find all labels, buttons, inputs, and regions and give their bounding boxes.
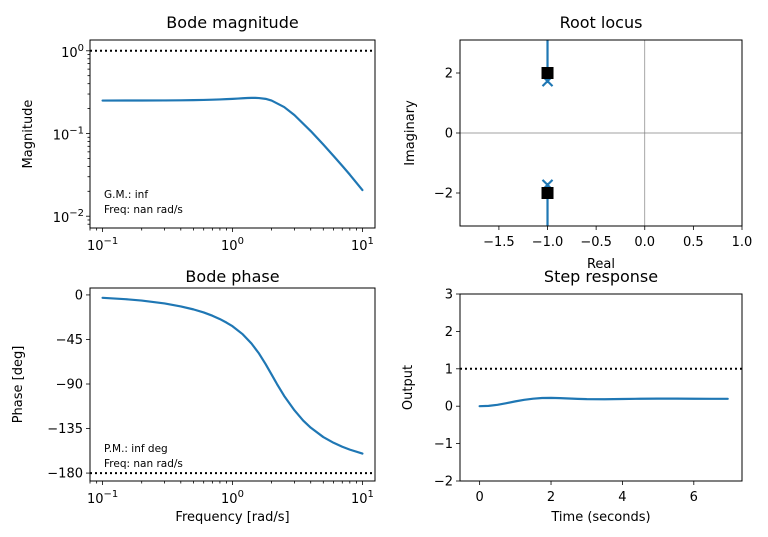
y-tick-label: 1	[445, 362, 453, 377]
tick-exponent: 0	[238, 489, 244, 500]
bode-phase-title: Bode phase	[185, 267, 279, 286]
tick-exponent: 1	[367, 236, 373, 247]
y-tick-label: −2	[434, 475, 453, 490]
x-tick-label: 101	[351, 236, 374, 254]
bode-phase-series-line	[101, 296, 364, 455]
x-tick-label: 100	[221, 489, 244, 507]
tick-base: 10	[351, 239, 368, 254]
root-locus-plot-area	[460, 40, 742, 226]
x-tick-label: −0.5	[580, 235, 612, 250]
bode-mag-series-line	[101, 96, 364, 192]
tick-exponent: −1	[69, 125, 84, 136]
tick-exponent: −1	[103, 489, 118, 500]
root-locus-panel: Root locus −1.5 −1.0 −0.5 0.0 0.5 1.0 2 0 −2 Real I…	[403, 13, 752, 272]
y-tick-label: −180	[47, 467, 83, 482]
bode-phase-annotation: Freq: nan rad/s	[104, 458, 183, 470]
y-tick-label: 2	[445, 67, 453, 82]
y-tick-label: −1	[434, 437, 453, 452]
x-tick-label: 10−1	[87, 236, 118, 254]
y-tick-label: −90	[56, 378, 83, 393]
bode-mag-annotation: G.M.: inf	[104, 189, 148, 201]
x-tick-label: 100	[221, 236, 244, 254]
step-response-panel: Step response 0 2 4 6 3 2 1 0 −1 −2 Time (seconds) O…	[401, 267, 743, 525]
tick-exponent: −1	[103, 236, 118, 247]
tick-base: 10	[221, 492, 238, 507]
bode-mag-plot-area	[90, 49, 375, 192]
x-tick-label: 0.5	[683, 235, 704, 250]
tick-exponent: 0	[238, 236, 244, 247]
x-tick-label: 4	[618, 490, 626, 505]
y-tick-label: −135	[47, 422, 83, 437]
x-tick-label: 10−1	[87, 489, 118, 507]
bode-phase-annotation: P.M.: inf deg	[104, 443, 168, 455]
y-tick-label: 0	[75, 288, 83, 303]
root-locus-y-axis-label: Imaginary	[403, 100, 418, 166]
bode-phase-plot-area	[90, 296, 375, 475]
bode-phase-x-axis-label: Frequency [rad/s]	[175, 510, 289, 525]
tick-base: 10	[87, 239, 104, 254]
x-tick-label: 101	[351, 489, 374, 507]
x-tick-label: −1.0	[532, 235, 564, 250]
tick-base: 10	[61, 46, 78, 61]
tick-exponent: 1	[367, 489, 373, 500]
tick-base: 10	[53, 211, 70, 226]
root-locus-title: Root locus	[560, 13, 643, 32]
y-tick-label: 100	[61, 43, 84, 61]
x-tick-label: 0	[475, 490, 483, 505]
bode-phase-y-axis-label: Phase [deg]	[11, 346, 26, 424]
bode-mag-y-axis-label: Magnitude	[21, 100, 36, 169]
tick-exponent: −2	[69, 208, 84, 219]
step-response-y-axis-label: Output	[401, 365, 416, 410]
x-tick-label: 2	[547, 490, 555, 505]
x-tick-label: 0.0	[634, 235, 655, 250]
y-tick-label: −2	[434, 187, 453, 202]
tick-base: 10	[351, 492, 368, 507]
step-response-title: Step response	[544, 267, 658, 286]
root-locus-x-axis-label: Real	[587, 257, 615, 272]
y-tick-label: 0	[445, 127, 453, 142]
y-tick-label: 0	[445, 400, 453, 415]
tick-base: 10	[221, 239, 238, 254]
y-tick-label: 3	[445, 288, 453, 303]
bode-mag-title: Bode magnitude	[166, 13, 298, 32]
tick-base: 10	[53, 128, 70, 143]
bode-mag-annotation: Freq: nan rad/s	[104, 204, 183, 216]
y-tick-label: −45	[56, 333, 83, 348]
tick-base: 10	[87, 492, 104, 507]
x-tick-label: 6	[690, 490, 698, 505]
x-tick-label: −1.5	[483, 235, 515, 250]
y-tick-label: 10−2	[53, 208, 84, 226]
x-tick-label: 1.0	[732, 235, 753, 250]
closed-loop-pole-marker	[541, 67, 554, 79]
step-response-frame	[459, 293, 743, 482]
step-response-plot-area	[460, 367, 742, 408]
step-response-series-line	[478, 396, 729, 408]
closed-loop-pole-marker	[541, 187, 554, 199]
tick-exponent: 0	[78, 43, 84, 54]
step-response-x-axis-label: Time (seconds)	[550, 510, 650, 525]
y-tick-label: 10−1	[53, 125, 84, 143]
y-tick-label: 2	[445, 325, 453, 340]
